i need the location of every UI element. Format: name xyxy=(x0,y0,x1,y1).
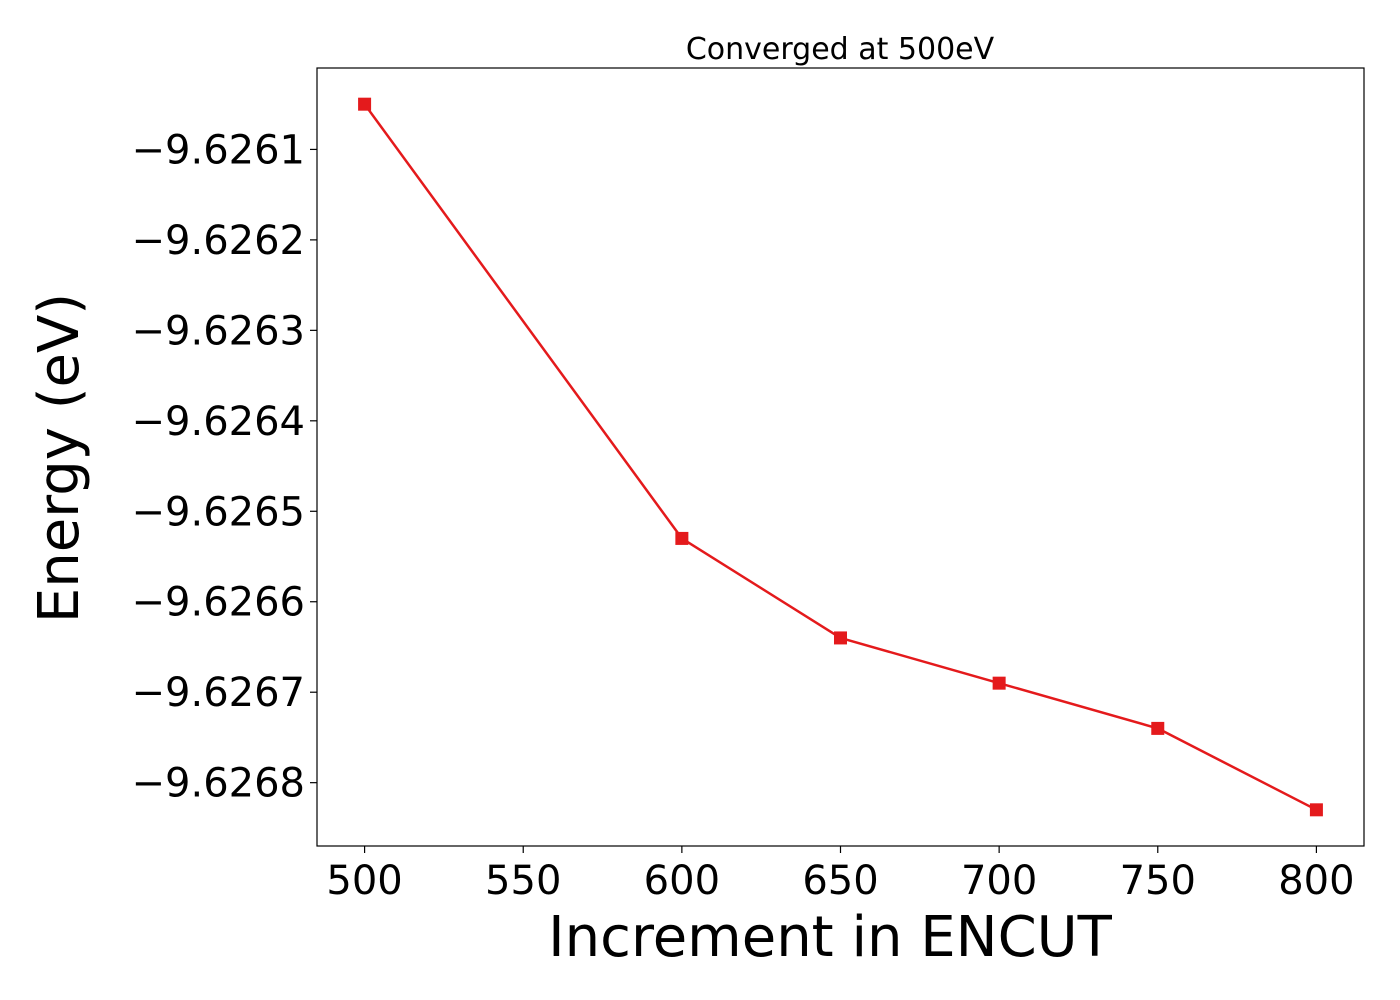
data-point-marker xyxy=(1309,803,1323,817)
x-tick-label: 650 xyxy=(802,858,878,904)
data-point-marker xyxy=(834,631,847,645)
series-line xyxy=(363,103,1317,811)
y-tick-label: −9.6264 xyxy=(132,399,305,445)
data-point-marker xyxy=(675,531,689,545)
x-tick-label: 550 xyxy=(485,858,561,904)
plot-frame xyxy=(316,67,1365,847)
y-tick-label: −9.6268 xyxy=(132,761,305,807)
y-tick-label: −9.6267 xyxy=(132,670,305,716)
x-tick-label: 750 xyxy=(1120,858,1196,904)
x-tick-label: 600 xyxy=(644,858,720,904)
y-tick-label: −9.6262 xyxy=(132,218,305,264)
series-layer xyxy=(358,97,1323,817)
y-axis-label: Energy (eV) xyxy=(27,293,92,623)
x-tick-label: 700 xyxy=(961,858,1037,904)
x-axis-ticks: 500 550 600 650 700 750 800 xyxy=(326,846,1355,904)
x-tick-label: 500 xyxy=(326,858,402,904)
y-tick-label: −9.6263 xyxy=(132,308,305,354)
y-tick-label: −9.6266 xyxy=(132,580,305,626)
y-tick-label: −9.6265 xyxy=(132,489,305,535)
data-point-marker xyxy=(358,97,372,111)
data-point-marker xyxy=(1151,721,1165,735)
y-axis-ticks: −9.6261 −9.6262 −9.6263 −9.6264 −9.6265 −9.62… xyxy=(132,127,317,807)
data-point-marker xyxy=(992,676,1006,690)
x-tick-label: 800 xyxy=(1278,858,1354,904)
x-axis-label: Increment in ENCUT xyxy=(548,905,1113,970)
chart-title: Converged at 500eV xyxy=(686,32,995,67)
y-tick-label: −9.6261 xyxy=(132,127,305,173)
